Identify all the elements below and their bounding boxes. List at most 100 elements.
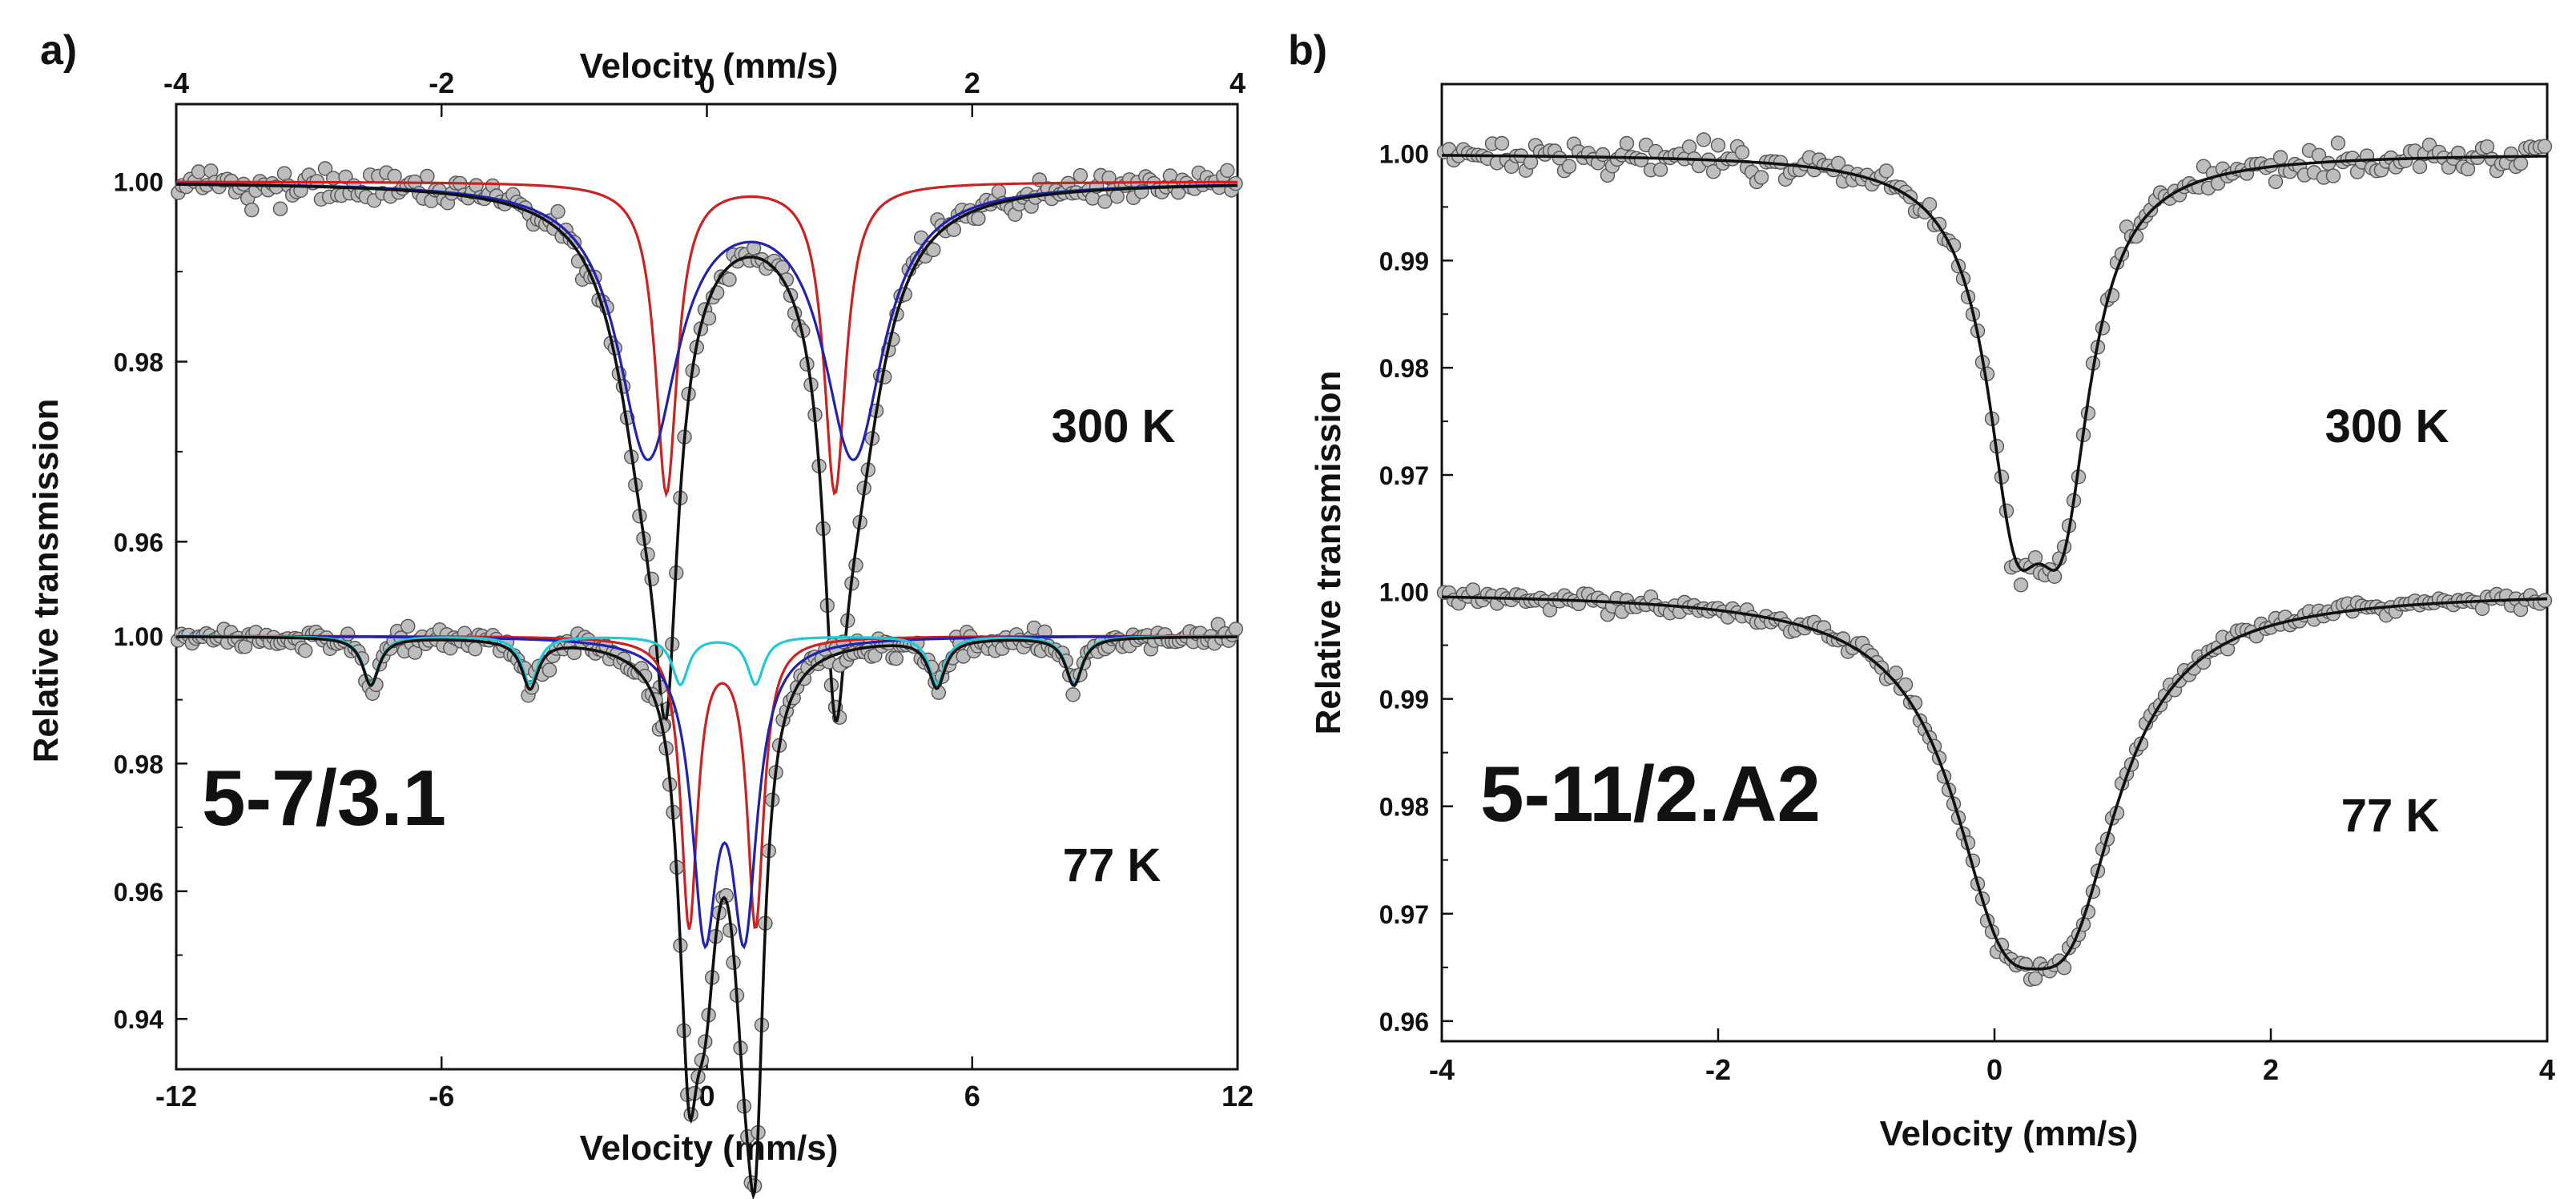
panel-b-s0-data-point bbox=[1734, 145, 1750, 160]
panel-a-ylabel: Relative transmission bbox=[26, 399, 66, 763]
panel-a-top-tick-label: -2 bbox=[429, 66, 454, 99]
panel-a-s0-data-point bbox=[926, 242, 941, 258]
panel-a-s1-data-point bbox=[298, 643, 313, 658]
panel-a-s1-fit-line bbox=[176, 635, 1238, 1199]
panel-b-s0-data-point bbox=[1619, 135, 1635, 151]
panel-b-s0-data-point bbox=[2027, 550, 2043, 565]
panel-a-s1-data-point bbox=[468, 642, 483, 657]
panel-b-xtick-label: 2 bbox=[2263, 1053, 2279, 1086]
panel-b-s1-data-point bbox=[1888, 666, 1904, 681]
panel-a-s0-data-point bbox=[272, 201, 288, 216]
panel-a-s1-data-point bbox=[1065, 687, 1081, 702]
panel-b-s1-ytick-label: 0.96 bbox=[1379, 1008, 1429, 1036]
panel-b-s0-data-point bbox=[2325, 168, 2341, 183]
panel-b-s0-data-point bbox=[2513, 155, 2529, 171]
panel-a-top-tick-label: -4 bbox=[163, 66, 189, 99]
panel-b-s0-ytick-label: 0.98 bbox=[1379, 354, 1429, 383]
panel-a-temp-300k: 300 K bbox=[1052, 400, 1176, 453]
panel-b-s1-fit-line bbox=[1442, 595, 2548, 971]
panel-b-s1-data-point bbox=[2056, 960, 2072, 976]
panel-b-s1-ytick-label: 0.97 bbox=[1379, 900, 1429, 929]
panel-a-bottom-tick-label: 0 bbox=[698, 1080, 714, 1112]
panel-a-s1-data-point bbox=[340, 626, 356, 642]
panel-a-s1-ytick-label: 1.00 bbox=[114, 622, 163, 651]
panel-a-xlabel-bottom: Velocity (mm/s) bbox=[580, 1129, 839, 1168]
panel-b-s1-ytick-label: 1.00 bbox=[1379, 578, 1429, 607]
panel-a-s1-ytick-label: 0.98 bbox=[114, 750, 163, 779]
panel-b-xtick-label: -4 bbox=[1429, 1053, 1455, 1086]
panel-b-s0-data-point bbox=[1561, 159, 1577, 174]
panel-a-s0-data-point bbox=[420, 168, 435, 184]
panel-b-temp-77k: 77 K bbox=[2341, 790, 2440, 842]
panel-a-s1-ytick-label: 0.96 bbox=[114, 878, 163, 907]
panel-a-s1-data-point bbox=[638, 669, 653, 684]
panel-b-s0-data-point bbox=[1494, 135, 1510, 151]
panel-b-frame bbox=[1440, 82, 2549, 1043]
panel-b-xlabel: Velocity (mm/s) bbox=[1880, 1114, 2139, 1153]
panel-a-s1-data-point bbox=[1228, 622, 1244, 637]
panel-a-top-tick-label: 4 bbox=[1230, 66, 1246, 99]
panel-b-s0-ytick-label: 0.99 bbox=[1379, 247, 1429, 276]
panel-a-bottom-tick-label: 6 bbox=[964, 1080, 980, 1112]
panel-b-xtick-label: -2 bbox=[1705, 1053, 1731, 1086]
panel-b-s0-data-point bbox=[1696, 132, 1712, 147]
panel-a-s0-fit-line bbox=[175, 183, 1238, 722]
panel-a-top-tick-label: 2 bbox=[964, 66, 980, 99]
panel-b-s0-data-point bbox=[1753, 170, 1769, 185]
panel-b-xtick-label: 0 bbox=[1986, 1053, 2002, 1086]
panel-a-s0-component-0 bbox=[176, 180, 1238, 498]
panel-b-s0-data-point bbox=[2272, 150, 2288, 165]
panel-b-s0-data-point bbox=[1595, 147, 1611, 163]
panel-a-s0-data-point bbox=[1097, 194, 1113, 209]
panel-b-s0-data-point bbox=[1922, 196, 1938, 212]
panel-b-s0-ytick-label: 1.00 bbox=[1379, 139, 1429, 168]
panel-a-s1-ytick-label: 0.94 bbox=[114, 1005, 163, 1034]
panel-b-s0-data-point bbox=[1705, 163, 1721, 179]
panel-a-s0-data-point bbox=[1228, 175, 1243, 191]
panel-b-s0-data-point bbox=[2330, 135, 2346, 151]
panel-a-s1-component-1 bbox=[176, 634, 1238, 950]
panel-b-temp-300k: 300 K bbox=[2325, 400, 2449, 453]
panel-a-bottom-tick-label: -6 bbox=[429, 1080, 454, 1112]
panel-a-label: a) bbox=[40, 27, 77, 74]
panel-a-s0-data-point bbox=[317, 161, 333, 176]
panel-a-s0-data-point bbox=[644, 571, 659, 587]
panel-a-xlabel-top: Velocity (mm/s) bbox=[580, 46, 839, 86]
panel-b-s0-data-point bbox=[1878, 163, 1894, 179]
panel-b-label: b) bbox=[1288, 27, 1327, 74]
panel-a-s0-data-point bbox=[550, 203, 566, 219]
panel-a-bottom-tick-label: -12 bbox=[155, 1080, 197, 1112]
panel-b-s0-data-point bbox=[2412, 159, 2428, 175]
panel-a-s0-data-point bbox=[971, 211, 986, 227]
panel-a-s0-ytick-label: 0.96 bbox=[114, 528, 163, 557]
panel-b-s1-ytick-label: 0.99 bbox=[1379, 686, 1429, 714]
panel-b-s0-data-point bbox=[2268, 174, 2284, 190]
panel-b-s0-data-point bbox=[2013, 577, 2029, 593]
panel-b-xtick-label: 4 bbox=[2539, 1053, 2555, 1086]
panel-a-frame bbox=[175, 103, 1239, 1071]
panel-a-bottom-tick-label: 12 bbox=[1222, 1080, 1254, 1112]
panel-b-s0-data-point bbox=[1710, 138, 1726, 153]
panel-a-s0-ytick-label: 1.00 bbox=[114, 168, 163, 197]
panel-b-s0-data-point bbox=[2479, 139, 2495, 155]
panel-a-s1-data-point bbox=[541, 662, 557, 678]
panel-b-s1-data-point bbox=[2027, 971, 2043, 987]
panel-b-s0-data-point bbox=[1552, 151, 1568, 166]
panel-b-s0-ytick-label: 0.97 bbox=[1379, 461, 1429, 490]
panel-a-s0-data-point bbox=[1073, 167, 1089, 183]
panel-b-s0-data-point bbox=[1652, 162, 1668, 178]
panel-a-s0-data-point bbox=[191, 164, 207, 179]
panel-a-s0-data-point bbox=[1220, 163, 1235, 179]
panel-b-ylabel: Relative transmission bbox=[1309, 371, 1348, 735]
panel-a-temp-77k: 77 K bbox=[1063, 839, 1161, 891]
panel-a-s0-data-point bbox=[848, 557, 863, 573]
panel-a-s0-data-point bbox=[722, 272, 737, 288]
panel-b-s0-data-point bbox=[2537, 139, 2553, 154]
panel-a-s0-data-point bbox=[276, 166, 292, 181]
panel-b-s0-fit-line bbox=[1442, 154, 2547, 572]
panel-a-s0-ytick-label: 0.98 bbox=[114, 348, 163, 377]
panel-b-s1-ytick-label: 0.98 bbox=[1379, 793, 1429, 822]
panel-a-sample-label: 5-7/3.1 bbox=[202, 754, 446, 842]
panel-a-top-tick-label: 0 bbox=[698, 66, 714, 99]
